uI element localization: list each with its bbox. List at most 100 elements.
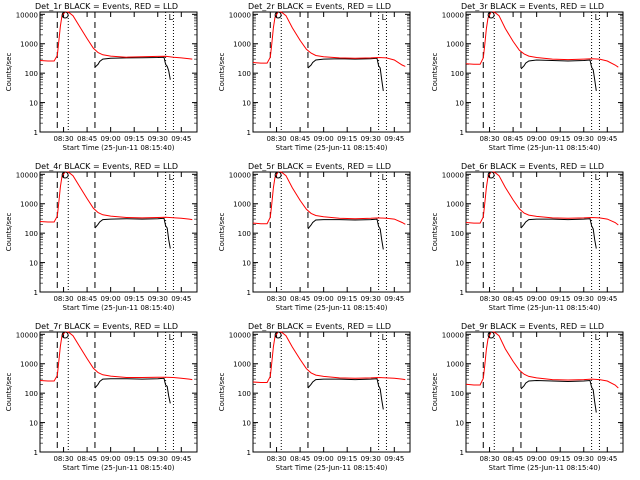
detector-panel: Det_2r BLACK = Events, RED = LLD 1 10 100 10… [218,2,411,152]
panel-title: Det_6r BLACK = Events, RED = LLD [461,162,604,171]
y-tick-label: 10 [29,100,38,108]
peak-marker [61,331,69,339]
x-tick-label: 09:45 [597,295,617,303]
y-tick-label: 10000 [229,171,251,179]
x-tick-label: 08:30 [479,295,499,303]
x-tick-label: 09:15 [124,455,144,463]
x-tick-label: 09:45 [171,135,191,143]
peak-marker [487,331,495,339]
events-series-line [63,11,171,80]
y-tick-label: 100 [25,70,38,78]
detector-panel: Det_6r BLACK = Events, RED = LLD 1 10 100 10… [431,162,624,312]
plot-frame [39,331,198,453]
y-tick-label: 1000 [233,361,251,369]
x-tick-label: 08:45 [290,455,310,463]
x-axis-label: Start Time (25-Jun-11 08:15:40) [489,144,601,152]
x-tick-label: 09:30 [361,455,381,463]
x-tick-label: 09:00 [527,455,547,463]
x-tick-label: 09:45 [384,455,404,463]
y-axis-label: Counts/sec [431,53,439,92]
y-tick-label: 10 [242,100,251,108]
plot-frame [39,11,198,133]
y-tick-label: 10 [455,260,464,268]
x-tick-label: 08:30 [266,455,286,463]
y-tick-label: 10000 [229,331,251,339]
x-tick-label: 09:15 [550,455,570,463]
peak-marker [487,11,495,19]
x-tick-label: 09:00 [314,295,334,303]
plot-frame [465,11,624,133]
x-tick-label: 09:15 [337,455,357,463]
x-axis-label: Start Time (25-Jun-11 08:15:40) [63,144,175,152]
y-axis-label: Counts/sec [431,373,439,412]
x-tick-label: 09:15 [124,295,144,303]
y-tick-label: 1 [460,289,464,297]
y-tick-label: 1000 [233,201,251,209]
y-tick-label: 1000 [20,201,38,209]
y-tick-label: 1 [247,129,251,137]
plot-frame [252,11,411,133]
detector-panel: Det_1r BLACK = Events, RED = LLD 1 10 100 10… [5,2,198,152]
events-series-line [307,57,384,91]
x-tick-label: 09:30 [574,295,594,303]
x-axis-label: Start Time (25-Jun-11 08:15:40) [276,464,388,472]
peak-marker [274,11,282,19]
lld-series-line [252,331,406,383]
x-tick-label: 09:30 [361,135,381,143]
x-tick-label: 08:30 [53,135,73,143]
x-axis-label: Start Time (25-Jun-11 08:15:40) [63,464,175,472]
y-tick-label: 100 [25,390,38,398]
x-tick-label: 08:30 [53,455,73,463]
y-tick-label: 10 [242,420,251,428]
y-tick-label: 1 [34,129,38,137]
x-tick-label: 09:15 [337,135,357,143]
lld-series-line [39,11,193,62]
detector-panel: Det_4r BLACK = Events, RED = LLD 1 10 100 10… [5,162,198,312]
y-tick-label: 10000 [442,11,464,19]
y-tick-label: 10 [455,100,464,108]
x-tick-label: 09:45 [171,295,191,303]
y-axis-label: Counts/sec [5,213,13,252]
x-tick-label: 09:00 [101,455,121,463]
x-tick-label: 09:45 [597,135,617,143]
plot-frame [39,171,198,293]
y-tick-label: 1000 [446,201,464,209]
x-tick-label: 08:30 [53,295,73,303]
peak-marker [61,11,69,19]
lld-series-line [465,11,619,68]
x-tick-label: 09:30 [148,295,168,303]
x-tick-label: 09:00 [101,135,121,143]
events-series-line [520,218,597,249]
y-tick-label: 1000 [233,41,251,49]
detector-panel: Det_5r BLACK = Events, RED = LLD 1 10 100 10… [218,162,411,312]
plot-frame [252,171,411,293]
y-tick-label: 10000 [442,331,464,339]
plot-frame [465,171,624,293]
l-marker: L [595,333,600,342]
detector-panel: Det_9r BLACK = Events, RED = LLD 1 10 100 10… [431,322,624,472]
l-marker: L [169,13,174,22]
y-tick-label: 1 [34,449,38,457]
x-tick-label: 09:15 [550,295,570,303]
x-tick-label: 08:30 [266,295,286,303]
x-tick-label: 08:30 [479,455,499,463]
l-marker: L [382,173,387,182]
x-tick-label: 08:45 [503,295,523,303]
y-tick-label: 100 [25,230,38,238]
x-tick-label: 08:45 [77,295,97,303]
events-series-line [307,218,384,250]
y-axis-label: Counts/sec [431,213,439,252]
x-tick-label: 08:45 [503,455,523,463]
y-tick-label: 100 [238,390,251,398]
events-series-line [520,379,597,413]
events-series-line [94,217,171,249]
lld-series-line [465,331,619,389]
y-tick-label: 10 [29,420,38,428]
y-axis-label: Counts/sec [218,373,226,412]
peak-marker [274,331,282,339]
y-tick-label: 10 [29,260,38,268]
x-axis-label: Start Time (25-Jun-11 08:15:40) [489,464,601,472]
y-tick-label: 1000 [20,41,38,49]
x-axis-label: Start Time (25-Jun-11 08:15:40) [489,304,601,312]
